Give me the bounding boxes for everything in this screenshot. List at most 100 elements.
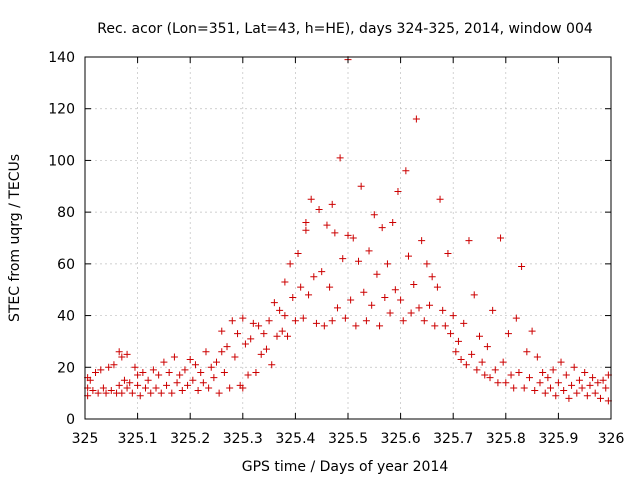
data-point bbox=[181, 366, 189, 374]
data-point bbox=[207, 363, 215, 371]
data-point bbox=[163, 381, 171, 389]
data-point bbox=[365, 247, 373, 255]
y-tick-labels: 0 20 40 60 80 100 120 140 bbox=[48, 50, 75, 428]
data-point bbox=[270, 299, 278, 307]
data-point bbox=[89, 387, 97, 395]
data-point bbox=[289, 293, 297, 301]
data-point bbox=[565, 394, 573, 402]
data-point bbox=[339, 255, 347, 263]
data-point bbox=[244, 371, 252, 379]
data-point bbox=[310, 273, 318, 281]
data-point bbox=[420, 317, 428, 325]
y-tick-label: 140 bbox=[48, 50, 75, 66]
data-point bbox=[331, 229, 339, 237]
data-point bbox=[231, 353, 239, 361]
data-point bbox=[139, 368, 147, 376]
data-point bbox=[423, 260, 431, 268]
data-point bbox=[547, 384, 555, 392]
data-point bbox=[541, 389, 549, 397]
data-point bbox=[147, 389, 155, 397]
data-point bbox=[494, 379, 502, 387]
data-point bbox=[499, 358, 507, 366]
y-tick-label: 60 bbox=[57, 257, 75, 273]
x-axis-label: GPS time / Days of year 2014 bbox=[242, 459, 449, 475]
data-point bbox=[149, 366, 157, 374]
data-point bbox=[265, 317, 273, 325]
data-point bbox=[86, 376, 94, 384]
data-point bbox=[157, 389, 165, 397]
data-point bbox=[389, 218, 397, 226]
data-point bbox=[444, 250, 452, 258]
data-point bbox=[123, 350, 131, 358]
data-point bbox=[189, 376, 197, 384]
data-point bbox=[452, 348, 460, 356]
data-point bbox=[94, 389, 102, 397]
data-point bbox=[544, 374, 552, 382]
data-point bbox=[581, 368, 589, 376]
y-tick-label: 80 bbox=[57, 205, 75, 221]
data-point bbox=[218, 327, 226, 335]
data-point bbox=[326, 283, 334, 291]
data-point bbox=[197, 368, 205, 376]
data-point bbox=[404, 252, 412, 260]
data-point bbox=[594, 379, 602, 387]
data-point bbox=[218, 348, 226, 356]
data-point bbox=[252, 368, 260, 376]
data-point bbox=[165, 368, 173, 376]
data-point bbox=[373, 270, 381, 278]
data-point bbox=[278, 327, 286, 335]
data-point bbox=[341, 314, 349, 322]
data-point bbox=[107, 387, 115, 395]
data-point bbox=[333, 304, 341, 312]
data-point bbox=[352, 322, 360, 330]
data-point bbox=[141, 384, 149, 392]
data-point bbox=[370, 211, 378, 219]
data-point bbox=[134, 371, 142, 379]
data-point bbox=[284, 332, 292, 340]
data-point bbox=[510, 384, 518, 392]
data-point bbox=[523, 348, 531, 356]
data-point bbox=[249, 319, 257, 327]
data-point bbox=[123, 384, 131, 392]
data-point bbox=[418, 237, 426, 245]
data-point bbox=[328, 317, 336, 325]
data-point bbox=[454, 337, 462, 345]
data-point bbox=[504, 330, 512, 338]
data-point bbox=[536, 379, 544, 387]
data-point bbox=[323, 221, 331, 229]
data-point bbox=[447, 330, 455, 338]
data-point bbox=[213, 358, 220, 366]
data-point bbox=[410, 281, 418, 289]
data-point bbox=[228, 317, 236, 325]
data-point bbox=[202, 348, 210, 356]
x-tick-label: 325.2 bbox=[170, 431, 210, 447]
data-point bbox=[378, 224, 386, 232]
data-point bbox=[531, 387, 539, 395]
data-point bbox=[428, 273, 436, 281]
data-point bbox=[273, 332, 281, 340]
data-point bbox=[131, 363, 139, 371]
data-point bbox=[528, 327, 536, 335]
data-point bbox=[360, 288, 368, 296]
data-point bbox=[241, 340, 249, 348]
data-point bbox=[457, 356, 465, 364]
data-point bbox=[328, 200, 336, 208]
data-point bbox=[128, 389, 136, 397]
data-point bbox=[281, 278, 289, 286]
data-point bbox=[386, 309, 394, 317]
data-point bbox=[402, 167, 410, 175]
data-point bbox=[560, 387, 568, 395]
data-point bbox=[376, 322, 384, 330]
data-point bbox=[260, 330, 268, 338]
data-point bbox=[441, 322, 449, 330]
data-point bbox=[186, 356, 194, 364]
data-point bbox=[502, 379, 510, 387]
data-point bbox=[191, 361, 199, 369]
data-point bbox=[347, 296, 355, 304]
data-point bbox=[470, 291, 478, 299]
data-point bbox=[575, 376, 583, 384]
data-point bbox=[105, 363, 113, 371]
data-point bbox=[110, 361, 118, 369]
data-point bbox=[302, 226, 310, 234]
data-point bbox=[173, 379, 181, 387]
